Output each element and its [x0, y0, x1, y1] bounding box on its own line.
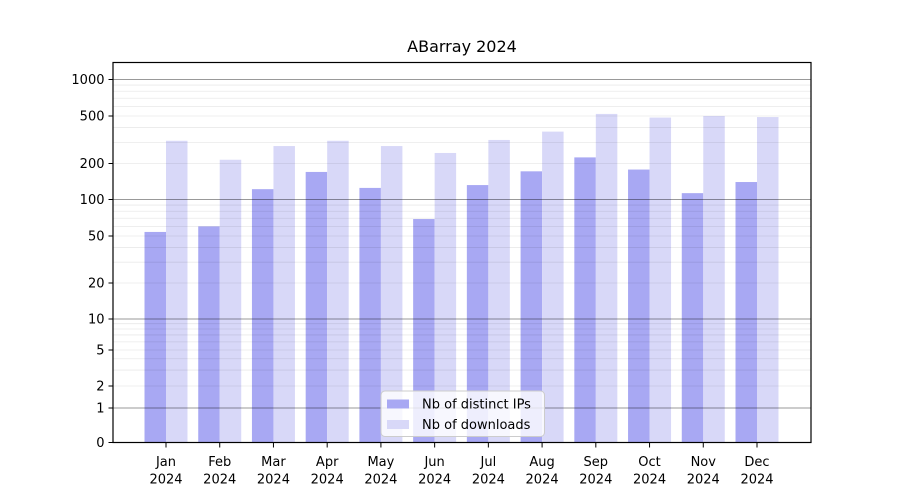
x-tick-label-month-feb: Feb — [208, 455, 231, 470]
x-tick-label-year-jun: 2024 — [418, 473, 451, 488]
legend-label-distinct-ips: Nb of distinct IPs — [422, 398, 531, 413]
y-tick-label-500: 500 — [80, 110, 105, 125]
bar-downloads-dec — [757, 117, 779, 443]
y-tick-label-2: 2 — [96, 380, 104, 395]
y-tick-label-20: 20 — [88, 277, 105, 292]
x-tick-label-year-nov: 2024 — [687, 473, 720, 488]
bar-downloads-may — [380, 146, 403, 443]
bar-distinct-ips-jul — [466, 185, 489, 443]
bar-distinct-ips-may — [359, 187, 381, 443]
x-tick-label-month-may: May — [367, 455, 394, 470]
x-tick-label-month-apr: Apr — [316, 455, 339, 470]
x-tick-label-month-oct: Oct — [638, 455, 660, 470]
x-tick-label-year-feb: 2024 — [203, 473, 236, 488]
bar-distinct-ips-oct — [628, 169, 650, 443]
x-tick-label-month-jul: Jul — [480, 455, 497, 470]
chart-title: ABarray 2024 — [407, 37, 517, 56]
bar-distinct-ips-jun — [413, 219, 435, 443]
minor-gridlines — [113, 84, 811, 387]
x-tick-label-year-jul: 2024 — [472, 473, 505, 488]
bar-distinct-ips-jan — [144, 231, 166, 443]
legend-box — [380, 390, 545, 437]
bar-distinct-ips-nov — [681, 193, 704, 443]
bar-distinct-ips-feb — [198, 226, 220, 443]
legend-swatch-distinct-ips — [387, 399, 409, 409]
x-tick-label-year-sep: 2024 — [579, 473, 612, 488]
legend-swatch-downloads — [387, 420, 409, 429]
x-tick-label-year-aug: 2024 — [526, 473, 559, 488]
y-tick-label-1: 1 — [96, 402, 104, 417]
bar-downloads-feb — [219, 159, 242, 443]
bars-layer — [144, 113, 779, 443]
bar-downloads-jul — [488, 139, 510, 443]
bar-downloads-sep — [595, 113, 618, 443]
y-tick-label-5: 5 — [96, 344, 104, 359]
x-tick-label-month-jun: Jun — [423, 455, 444, 470]
bar-downloads-aug — [542, 131, 564, 443]
bar-downloads-apr — [327, 140, 349, 443]
y-tick-label-0: 0 — [96, 436, 104, 451]
x-tick-label-month-mar: Mar — [261, 455, 286, 470]
y-tick-label-50: 50 — [88, 230, 105, 245]
legend: Nb of distinct IPs Nb of downloads — [380, 390, 545, 437]
y-tick-label-200: 200 — [80, 157, 105, 172]
x-tick-label-month-nov: Nov — [691, 455, 717, 470]
bar-distinct-ips-mar — [251, 189, 274, 443]
x-tick-label-year-dec: 2024 — [740, 473, 773, 488]
y-tick-label-100: 100 — [80, 193, 105, 208]
bar-downloads-jan — [166, 140, 188, 443]
bar-downloads-jun — [434, 152, 457, 443]
x-tick-label-month-sep: Sep — [584, 455, 609, 470]
bar-downloads-oct — [649, 117, 672, 443]
x-axis: Jan 2024 Feb 2024 Mar 2024 Apr 2024 May 2024 Jun 20… — [149, 442, 774, 488]
x-tick-label-month-dec: Dec — [744, 455, 769, 470]
bar-distinct-ips-dec — [735, 182, 757, 443]
bar-distinct-ips-aug — [520, 171, 543, 443]
bar-distinct-ips-sep — [574, 157, 596, 443]
bar-downloads-nov — [703, 116, 725, 443]
x-tick-label-year-apr: 2024 — [311, 473, 344, 488]
y-axis: 0 1 2 5 10 20 50 100 200 500 1000 — [71, 73, 113, 451]
x-tick-label-year-jan: 2024 — [149, 473, 182, 488]
legend-label-downloads: Nb of downloads — [422, 418, 531, 433]
y-tick-label-1000: 1000 — [71, 73, 104, 88]
x-tick-label-month-jan: Jan — [155, 455, 176, 470]
plot-border — [112, 61, 812, 444]
bar-distinct-ips-apr — [305, 171, 328, 443]
x-tick-label-year-mar: 2024 — [257, 473, 290, 488]
y-tick-label-10: 10 — [88, 313, 105, 328]
x-tick-label-month-aug: Aug — [529, 455, 554, 470]
bar-downloads-mar — [273, 146, 295, 443]
x-tick-label-year-may: 2024 — [364, 473, 397, 488]
x-tick-label-year-oct: 2024 — [633, 473, 666, 488]
